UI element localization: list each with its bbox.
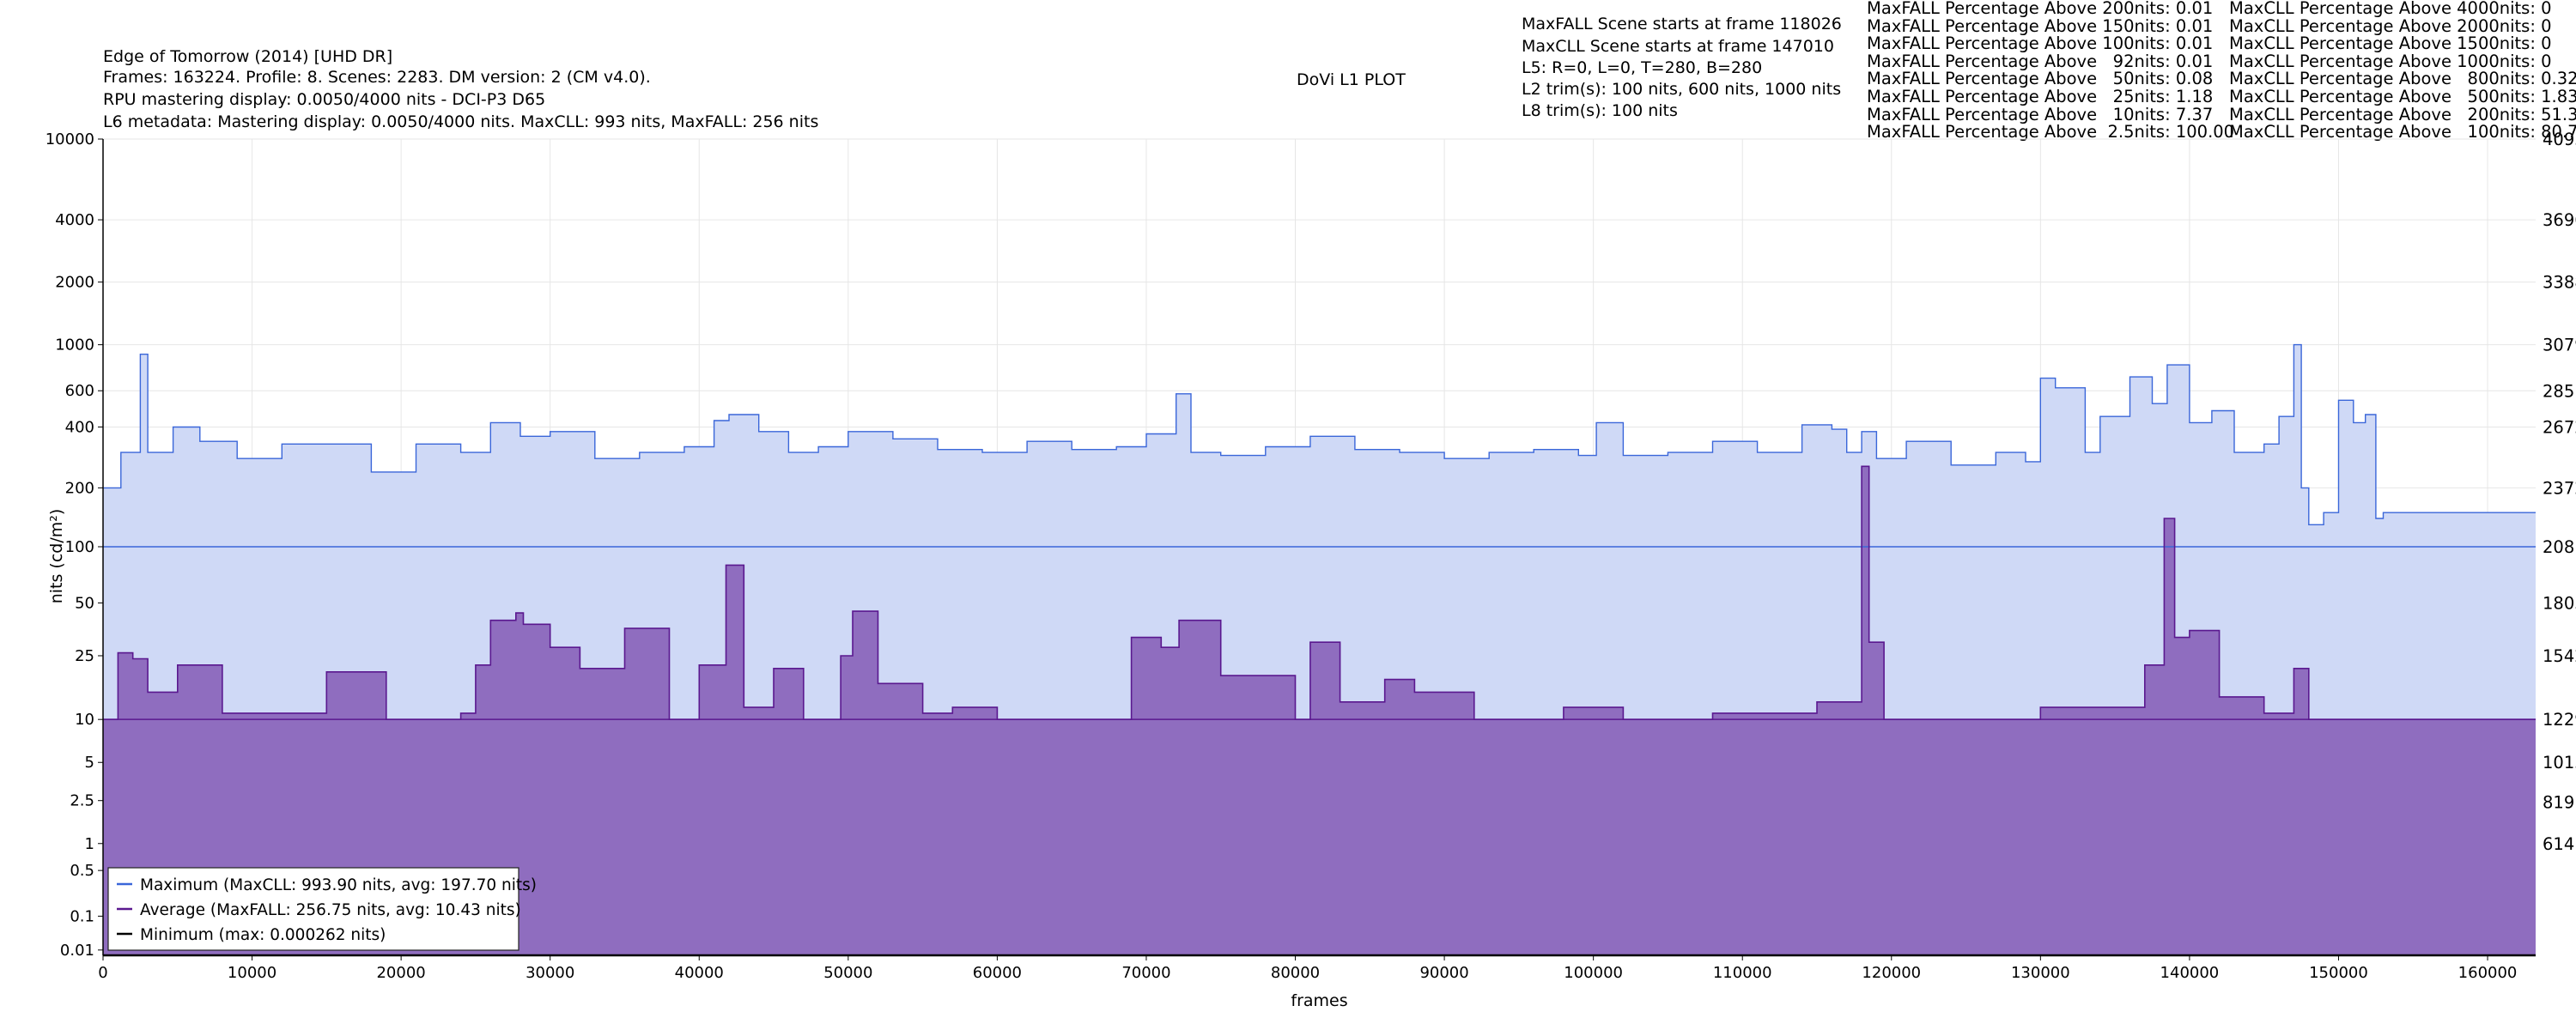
x-tick-label: 160000 xyxy=(2458,964,2518,982)
secondary-y-tick-label: 3079 xyxy=(2543,336,2576,355)
info-line-title: Edge of Tomorrow (2014) [UHD DR] xyxy=(103,47,393,66)
y-tick-label: 25 xyxy=(75,647,94,665)
maxcll-pct-500: MaxCLL Percentage Above 500nits: 1.83 xyxy=(2229,87,2576,106)
y-tick-label: 1000 xyxy=(55,336,94,354)
secondary-y-tick-label: 1542 xyxy=(2543,646,2576,666)
average-series-line xyxy=(103,465,2536,720)
x-tick-label: 40000 xyxy=(675,964,724,982)
y-tick-label: 5 xyxy=(85,754,94,772)
x-tick-label: 130000 xyxy=(2011,964,2070,982)
x-tick-label: 50000 xyxy=(823,964,872,982)
y-tick-label: 600 xyxy=(65,382,94,400)
x-tick-label: 140000 xyxy=(2160,964,2220,982)
x-tick-label: 0 xyxy=(98,964,107,982)
y-tick-label: 0.5 xyxy=(70,862,94,880)
maxfall-pct-25: MaxFALL Percentage Above 25nits: 1.18 xyxy=(1867,87,2214,106)
maxcll-pct-800: MaxCLL Percentage Above 800nits: 0.32 xyxy=(2229,69,2576,89)
x-tick-label: 80000 xyxy=(1271,964,1320,982)
y-axis-label: nits (cd/m²) xyxy=(47,509,66,604)
maximum-series-line xyxy=(103,343,2536,525)
info-line-frames: Frames: 163224. Profile: 8. Scenes: 2283… xyxy=(103,68,651,87)
secondary-y-tick-label: 1229 xyxy=(2543,710,2576,730)
y-tick-label: 100 xyxy=(65,538,94,556)
y-tick-label: 0.01 xyxy=(60,942,94,960)
y-tick-label: 10000 xyxy=(46,130,94,148)
secondary-y-tick-label: 2851 xyxy=(2543,381,2576,401)
average-series-fill xyxy=(103,466,2536,955)
y-tick-label: 200 xyxy=(65,479,94,497)
maxcll-pct-200: MaxCLL Percentage Above 200nits: 51.34 xyxy=(2229,104,2576,124)
x-axis-label: frames xyxy=(1291,991,1347,1010)
axes-layer: 0.01 0.1 0.5 1 2.5 5 10 25 50 100 200 400 600 1000 200… xyxy=(46,130,2576,1010)
x-tick-label: 120000 xyxy=(1862,964,1921,982)
maxfall-pct-2-5: MaxFALL Percentage Above 2.5nits: 100.00 xyxy=(1867,122,2235,142)
x-tick-label: 20000 xyxy=(376,964,425,982)
scene-line-l2: L2 trim(s): 100 nits, 600 nits, 1000 nit… xyxy=(1522,80,1842,99)
secondary-y-tick-label: 1803 xyxy=(2543,593,2576,613)
plot-title: DoVi L1 PLOT xyxy=(1297,70,1406,89)
scene-line-maxcll: MaxCLL Scene starts at frame 147010 xyxy=(1522,37,1834,56)
scene-line-l5: L5: R=0, L=0, T=280, B=280 xyxy=(1522,58,1763,77)
secondary-y-tick-label: 819 xyxy=(2543,792,2574,812)
y-tick-label: 400 xyxy=(65,418,94,436)
y-tick-label: 0.1 xyxy=(70,907,94,925)
legend-box xyxy=(107,867,519,951)
maxfall-pct-100: MaxFALL Percentage Above 100nits: 0.01 xyxy=(1867,33,2214,54)
maxfall-pct-50: MaxFALL Percentage Above 50nits: 0.08 xyxy=(1867,69,2214,89)
maxcll-pct-1500: MaxCLL Percentage Above 1500nits: 0 xyxy=(2229,33,2552,54)
legend-maximum-label: Maximum (MaxCLL: 993.90 nits, avg: 197.7… xyxy=(140,876,537,894)
x-tick-label: 90000 xyxy=(1419,964,1468,982)
maxfall-pct-150: MaxFALL Percentage Above 150nits: 0.01 xyxy=(1867,15,2214,36)
secondary-y-tick-label: 2081 xyxy=(2543,537,2576,557)
secondary-y-tick-label: 4095 xyxy=(2543,130,2576,149)
y-tick-label: 50 xyxy=(75,594,94,612)
secondary-y-tick-label: 614 xyxy=(2543,834,2574,854)
maxcll-pct-100: MaxCLL Percentage Above 100nits: 80.76 xyxy=(2229,122,2576,142)
y-tick-label: 1 xyxy=(85,835,94,853)
maxfall-pct-92: MaxFALL Percentage Above 92nits: 0.01 xyxy=(1867,51,2214,71)
x-tick-label: 110000 xyxy=(1713,964,1772,982)
x-tick-label: 30000 xyxy=(526,964,574,982)
maxcll-pct-2000: MaxCLL Percentage Above 2000nits: 0 xyxy=(2229,15,2552,36)
y-tick-label: 10 xyxy=(75,711,94,729)
legend-minimum-label: Minimum (max: 0.000262 nits) xyxy=(140,926,386,944)
info-line-mastering: RPU mastering display: 0.0050/4000 nits … xyxy=(103,90,546,109)
maxfall-pct-200: MaxFALL Percentage Above 200nits: 0.01 xyxy=(1867,0,2214,18)
secondary-y-tick-label: 3696 xyxy=(2543,210,2576,230)
secondary-y-tick-label: 3388 xyxy=(2543,273,2576,293)
x-tick-label: 100000 xyxy=(1564,964,1623,982)
x-tick-label: 150000 xyxy=(2309,964,2368,982)
x-tick-label: 10000 xyxy=(228,964,276,982)
secondary-y-tick-label: 1015 xyxy=(2543,753,2576,772)
maxcll-pct-1000: MaxCLL Percentage Above 1000nits: 0 xyxy=(2229,51,2552,71)
y-tick-label: 4000 xyxy=(55,211,94,229)
x-tick-label: 70000 xyxy=(1121,964,1170,982)
y-tick-label: 2000 xyxy=(55,274,94,292)
maxfall-pct-10: MaxFALL Percentage Above 10nits: 7.37 xyxy=(1867,104,2214,124)
info-line-l6: L6 metadata: Mastering display: 0.0050/4… xyxy=(103,112,819,131)
scene-line-l8: L8 trim(s): 100 nits xyxy=(1522,101,1678,120)
legend-average-label: Average (MaxFALL: 256.75 nits, avg: 10.4… xyxy=(140,901,521,919)
x-tick-label: 60000 xyxy=(973,964,1022,982)
series-layer xyxy=(103,343,2536,957)
scene-line-maxfall: MaxFALL Scene starts at frame 118026 xyxy=(1522,15,1842,33)
chart-legend: Maximum (MaxCLL: 993.90 nits, avg: 197.7… xyxy=(107,867,537,951)
maxcll-pct-4000: MaxCLL Percentage Above 4000nits: 0 xyxy=(2229,0,2552,18)
y-tick-label: 2.5 xyxy=(70,792,94,810)
